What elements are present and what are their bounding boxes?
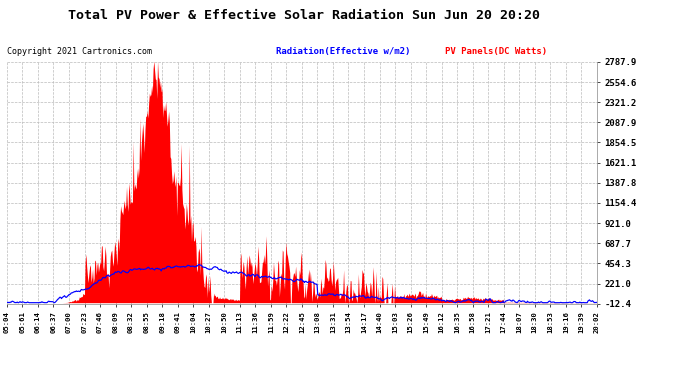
Text: Total PV Power & Effective Solar Radiation Sun Jun 20 20:20: Total PV Power & Effective Solar Radiati… (68, 9, 540, 22)
Text: PV Panels(DC Watts): PV Panels(DC Watts) (445, 47, 547, 56)
Text: Radiation(Effective w/m2): Radiation(Effective w/m2) (276, 47, 411, 56)
Text: Copyright 2021 Cartronics.com: Copyright 2021 Cartronics.com (7, 47, 152, 56)
